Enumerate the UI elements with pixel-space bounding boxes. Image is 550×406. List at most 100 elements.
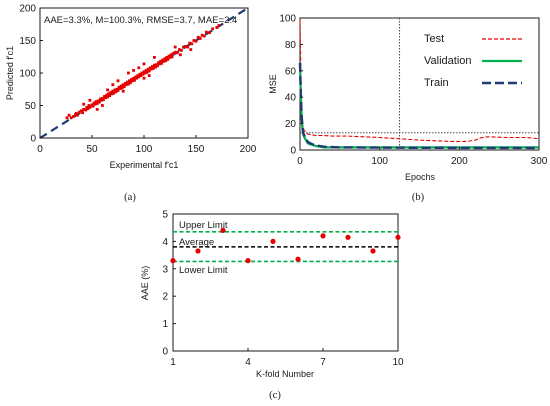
data-point-a [160,61,164,65]
y-tick-label-b: 60 [285,66,297,77]
data-point-a [147,74,151,77]
x-tick-label-c: 4 [245,357,251,368]
data-point-a [87,104,91,107]
ticks-b: 0 100 200 300 0 20 40 60 80 100 [279,14,547,168]
data-point-a [173,45,177,49]
data-point-a [217,24,221,27]
legend-b: Test Validation Train [424,33,522,89]
data-point-a [173,50,177,54]
data-point-a [120,86,124,90]
data-point-a [116,79,120,83]
x-tick-label-a: 50 [86,144,98,155]
x-tick-label-c: 1 [170,357,176,368]
panel-label-c: (c) [269,390,281,401]
data-point-a [124,83,128,87]
data-point-a [86,107,90,111]
data-point-a [82,102,86,106]
x-tick-label-a: 150 [188,144,205,155]
kfold-point [220,227,226,233]
data-point-a [194,39,198,43]
panel-label-b: (b) [412,192,425,203]
data-point-a [75,111,78,115]
y-tick-label-a: 0 [30,134,36,145]
reference-lines-c [173,231,398,263]
x-tick-label-a: 100 [136,144,153,155]
data-point-a [94,100,98,103]
data-point-a [146,67,150,71]
data-point-a [139,74,143,77]
data-point-a [205,30,208,34]
data-point-a [196,35,200,39]
panel-label-a: (a) [124,192,136,203]
label-average: Average [179,237,214,248]
series-line-train [298,62,540,150]
data-point-a [81,111,84,115]
points-c [170,227,401,264]
data-point-a [144,69,148,72]
data-point-a [118,87,122,90]
data-point-a [147,69,151,73]
data-point-a [188,41,192,45]
data-point-a [78,110,81,114]
data-point-a [162,59,166,63]
panel-a: 0 50 100 150 200 0 50 100 150 200 AAE=3.3%, M=100… [5,4,257,204]
data-point-a [127,71,130,75]
legend-label-test: Test [424,33,444,45]
data-point-a [169,53,173,57]
data-point-a [108,94,112,98]
data-point-a [142,76,146,80]
kfold-point [270,238,276,244]
ticks-a: 0 50 100 150 200 0 50 100 150 200 [19,4,256,156]
data-point-a [84,108,88,112]
x-tick-label-b: 300 [531,156,548,167]
kfold-point [395,234,401,240]
data-point-a [175,51,179,55]
y-tick-label-a: 100 [19,69,36,80]
y-axis-label-c: AAE (%) [140,266,150,301]
data-point-a [145,70,149,74]
data-point-a [153,63,156,67]
data-point-a [137,66,141,70]
data-point-a [129,81,132,85]
legend-label-train: Train [424,77,449,89]
x-tick-label-c: 7 [320,357,326,368]
x-tick-label-a: 200 [240,144,257,155]
y-tick-label-b: 0 [290,146,296,157]
kfold-point [195,248,201,254]
x-tick-label-b: 200 [451,156,468,167]
data-point-a [141,72,145,76]
data-point-a [166,58,170,61]
data-point-a [165,56,169,59]
data-point-a [149,67,153,71]
data-point-a [164,59,168,63]
data-point-a [69,116,73,120]
data-point-a [192,39,196,42]
data-point-a [154,65,157,69]
panel-b: 0 100 200 300 0 20 40 60 80 100 Test Validation T… [268,14,548,204]
data-point-a [190,42,194,46]
data-point-a [171,52,175,55]
kfold-point [320,233,326,239]
y-tick-label-b: 20 [285,119,297,130]
x-axis-label-a: Experimental f'c1 [110,160,179,170]
data-point-a [178,48,181,51]
y-tick-label-b: 40 [285,93,297,104]
y-tick-label-c: 4 [162,237,168,248]
data-point-a [76,113,79,117]
data-point-a [186,45,190,49]
data-point-a [107,92,110,96]
data-point-a [88,106,92,109]
label-lower-limit: Lower Limit [179,265,228,276]
data-point-a [180,48,183,52]
x-axis-label-b: Epochs [405,172,436,182]
y-tick-label-c: 5 [162,210,168,221]
data-point-a [71,115,75,118]
y-tick-label-b: 100 [279,14,296,25]
data-point-a [182,45,185,49]
y-tick-label-c: 3 [162,264,168,275]
data-point-a [112,91,116,95]
y-axis-label-a: Predicted f'c1 [5,46,15,100]
